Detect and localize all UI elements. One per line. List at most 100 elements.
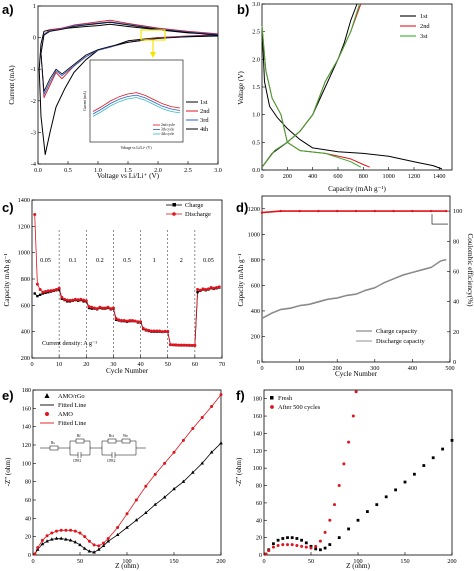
- fresh-point: [337, 536, 341, 540]
- inset-legend-label: 2nd cycle: [161, 123, 175, 127]
- panel-e-xticks: 0 50 100 150 200: [31, 552, 226, 565]
- panel-d-right-ytick-label: 20: [453, 329, 459, 336]
- panel-b-ytick-label: 2.5: [252, 29, 260, 36]
- panel-b-xtick-label: 400: [308, 173, 317, 180]
- panel-a-xtick-label: 1.5: [124, 167, 132, 174]
- discharge-point: [206, 287, 210, 291]
- panel-d-frame: [261, 195, 451, 363]
- amo-rgo-point: [125, 525, 129, 529]
- legend-label-Charge: Charge: [185, 202, 204, 209]
- panel-f-xlabel: Z (ohm): [346, 562, 370, 570]
- fresh-point: [323, 546, 327, 550]
- panel-e-series: [33, 393, 223, 556]
- panel-b-ytick-label: 0.5: [252, 139, 260, 146]
- panel-c-xtick-label: 30: [110, 361, 116, 368]
- panel-f-legend: Fresh After 500 cycles: [270, 395, 321, 411]
- fresh-point: [366, 510, 369, 513]
- discharge-point: [95, 307, 99, 311]
- discharge-point: [196, 288, 200, 292]
- fresh-point: [286, 536, 289, 540]
- amo-point: [191, 427, 195, 430]
- panel-c-series: [33, 212, 221, 347]
- panel-e-ytick-label: 80: [25, 479, 31, 486]
- panel-d-ytick-label: 400: [251, 308, 260, 315]
- discharge-point: [168, 343, 172, 347]
- inset-curve-0: [92, 92, 181, 112]
- fresh-point: [319, 548, 322, 552]
- panel-a-xtick-label: 1.0: [94, 167, 102, 174]
- amo-rgo-point: [162, 495, 167, 499]
- panel-b: b) 0 200 400 600 800 1000 1200 1400 0.0 0.5 1.0 1.…: [237, 1, 453, 193]
- after-500-cycles-point: [286, 543, 289, 547]
- inset-frame: [89, 59, 184, 143]
- discharge-point: [144, 328, 148, 332]
- panel-f-xtick-label: 100: [353, 558, 362, 565]
- amo-rgo-point: [59, 536, 63, 540]
- amo-point: [116, 526, 120, 529]
- panel-b-series: [261, 3, 443, 170]
- after-500-cycles-point: [314, 544, 318, 548]
- discharge-point: [125, 319, 129, 323]
- panel-c-xtick-label: 60: [192, 361, 198, 368]
- discharge-point: [65, 298, 69, 302]
- coulombic-efficiency-point: [392, 209, 395, 213]
- after-500-cycles-point: [351, 414, 355, 418]
- panel-c-ytick-label: 400: [21, 329, 30, 336]
- coulombic-efficiency-point: [336, 209, 339, 213]
- panel-c-legend: Charge Discharge: [166, 202, 211, 218]
- circuit-label-rf: Rf: [77, 434, 81, 438]
- rate-label-1: 1: [153, 257, 156, 264]
- amo-point: [102, 541, 105, 545]
- fresh-point: [304, 541, 308, 545]
- legend-label-Discharge capacity: Discharge capacity: [376, 338, 425, 345]
- discharge-point: [73, 297, 77, 301]
- discharge-point: [114, 317, 118, 320]
- panel-a-ytick-label: 1: [33, 3, 36, 10]
- panel-c-ytick-label: 1400: [18, 197, 30, 204]
- panel-e-xtick-label: 50: [77, 558, 83, 565]
- legend-label-1: After 500 cycles: [278, 404, 321, 411]
- amo-rgo-point: [78, 542, 82, 547]
- amo-rgo-point: [181, 479, 186, 483]
- discharge-point: [130, 318, 134, 322]
- panel-b-xtick-label: 1000: [382, 173, 394, 180]
- amo-rgo-point: [200, 461, 204, 465]
- equivalent-circuit-diagram: Rs Rf CPE1 Rct CPE2 Wo: [40, 434, 146, 463]
- panel-c-ytick-label: 1000: [18, 250, 30, 257]
- discharge-capacity-line: [261, 258, 447, 319]
- discharge-point: [38, 288, 42, 292]
- circuit-label-rct: Rct: [109, 434, 114, 438]
- amo-rgo-point: [40, 542, 45, 546]
- panel-e-xtick-label: 0: [31, 558, 34, 565]
- discharge-point: [198, 288, 202, 292]
- amo-rgo-point: [54, 536, 59, 540]
- panel-d-right-ytick-label: 80: [453, 238, 459, 245]
- fresh-point: [314, 547, 318, 551]
- panel-d-series: [260, 209, 448, 320]
- panel-f-xtick-label: 150: [400, 558, 409, 565]
- discharge-point: [106, 305, 110, 309]
- fresh-point: [290, 536, 294, 540]
- panel-c-frame: [31, 199, 223, 359]
- panel-d-ytick-label: 0: [257, 359, 260, 366]
- discharge-point: [63, 297, 67, 301]
- amo-rgo-point: [153, 502, 157, 506]
- discharge-point: [117, 318, 121, 322]
- panel-a-legend: 1st 2nd 3rd 4th: [186, 99, 210, 133]
- panel-b-legend: 1st 2nd 3st: [400, 13, 430, 40]
- legend-label-3rd: 3rd: [200, 117, 209, 124]
- circuit-label-rs: Rs: [51, 441, 55, 445]
- amo-point: [55, 529, 58, 533]
- discharge-point: [54, 288, 58, 292]
- panel-a-xlabel: Voltage vs Li/Li⁺ (V): [97, 172, 160, 180]
- after-500-cycles-point: [328, 518, 332, 522]
- panel-a-ytick-label: -2: [31, 98, 36, 105]
- legend-label-0: Fresh: [278, 395, 293, 402]
- panel-d-right-ytick-label: 0: [453, 359, 456, 366]
- panel-b-xtick-label: 600: [333, 173, 342, 180]
- panel-f-ytick-label: 20: [256, 535, 262, 542]
- amo-rgo-point: [50, 537, 54, 541]
- panel-d-legend: Charge capacity Discharge capacity: [356, 328, 425, 345]
- discharge-point: [136, 320, 140, 324]
